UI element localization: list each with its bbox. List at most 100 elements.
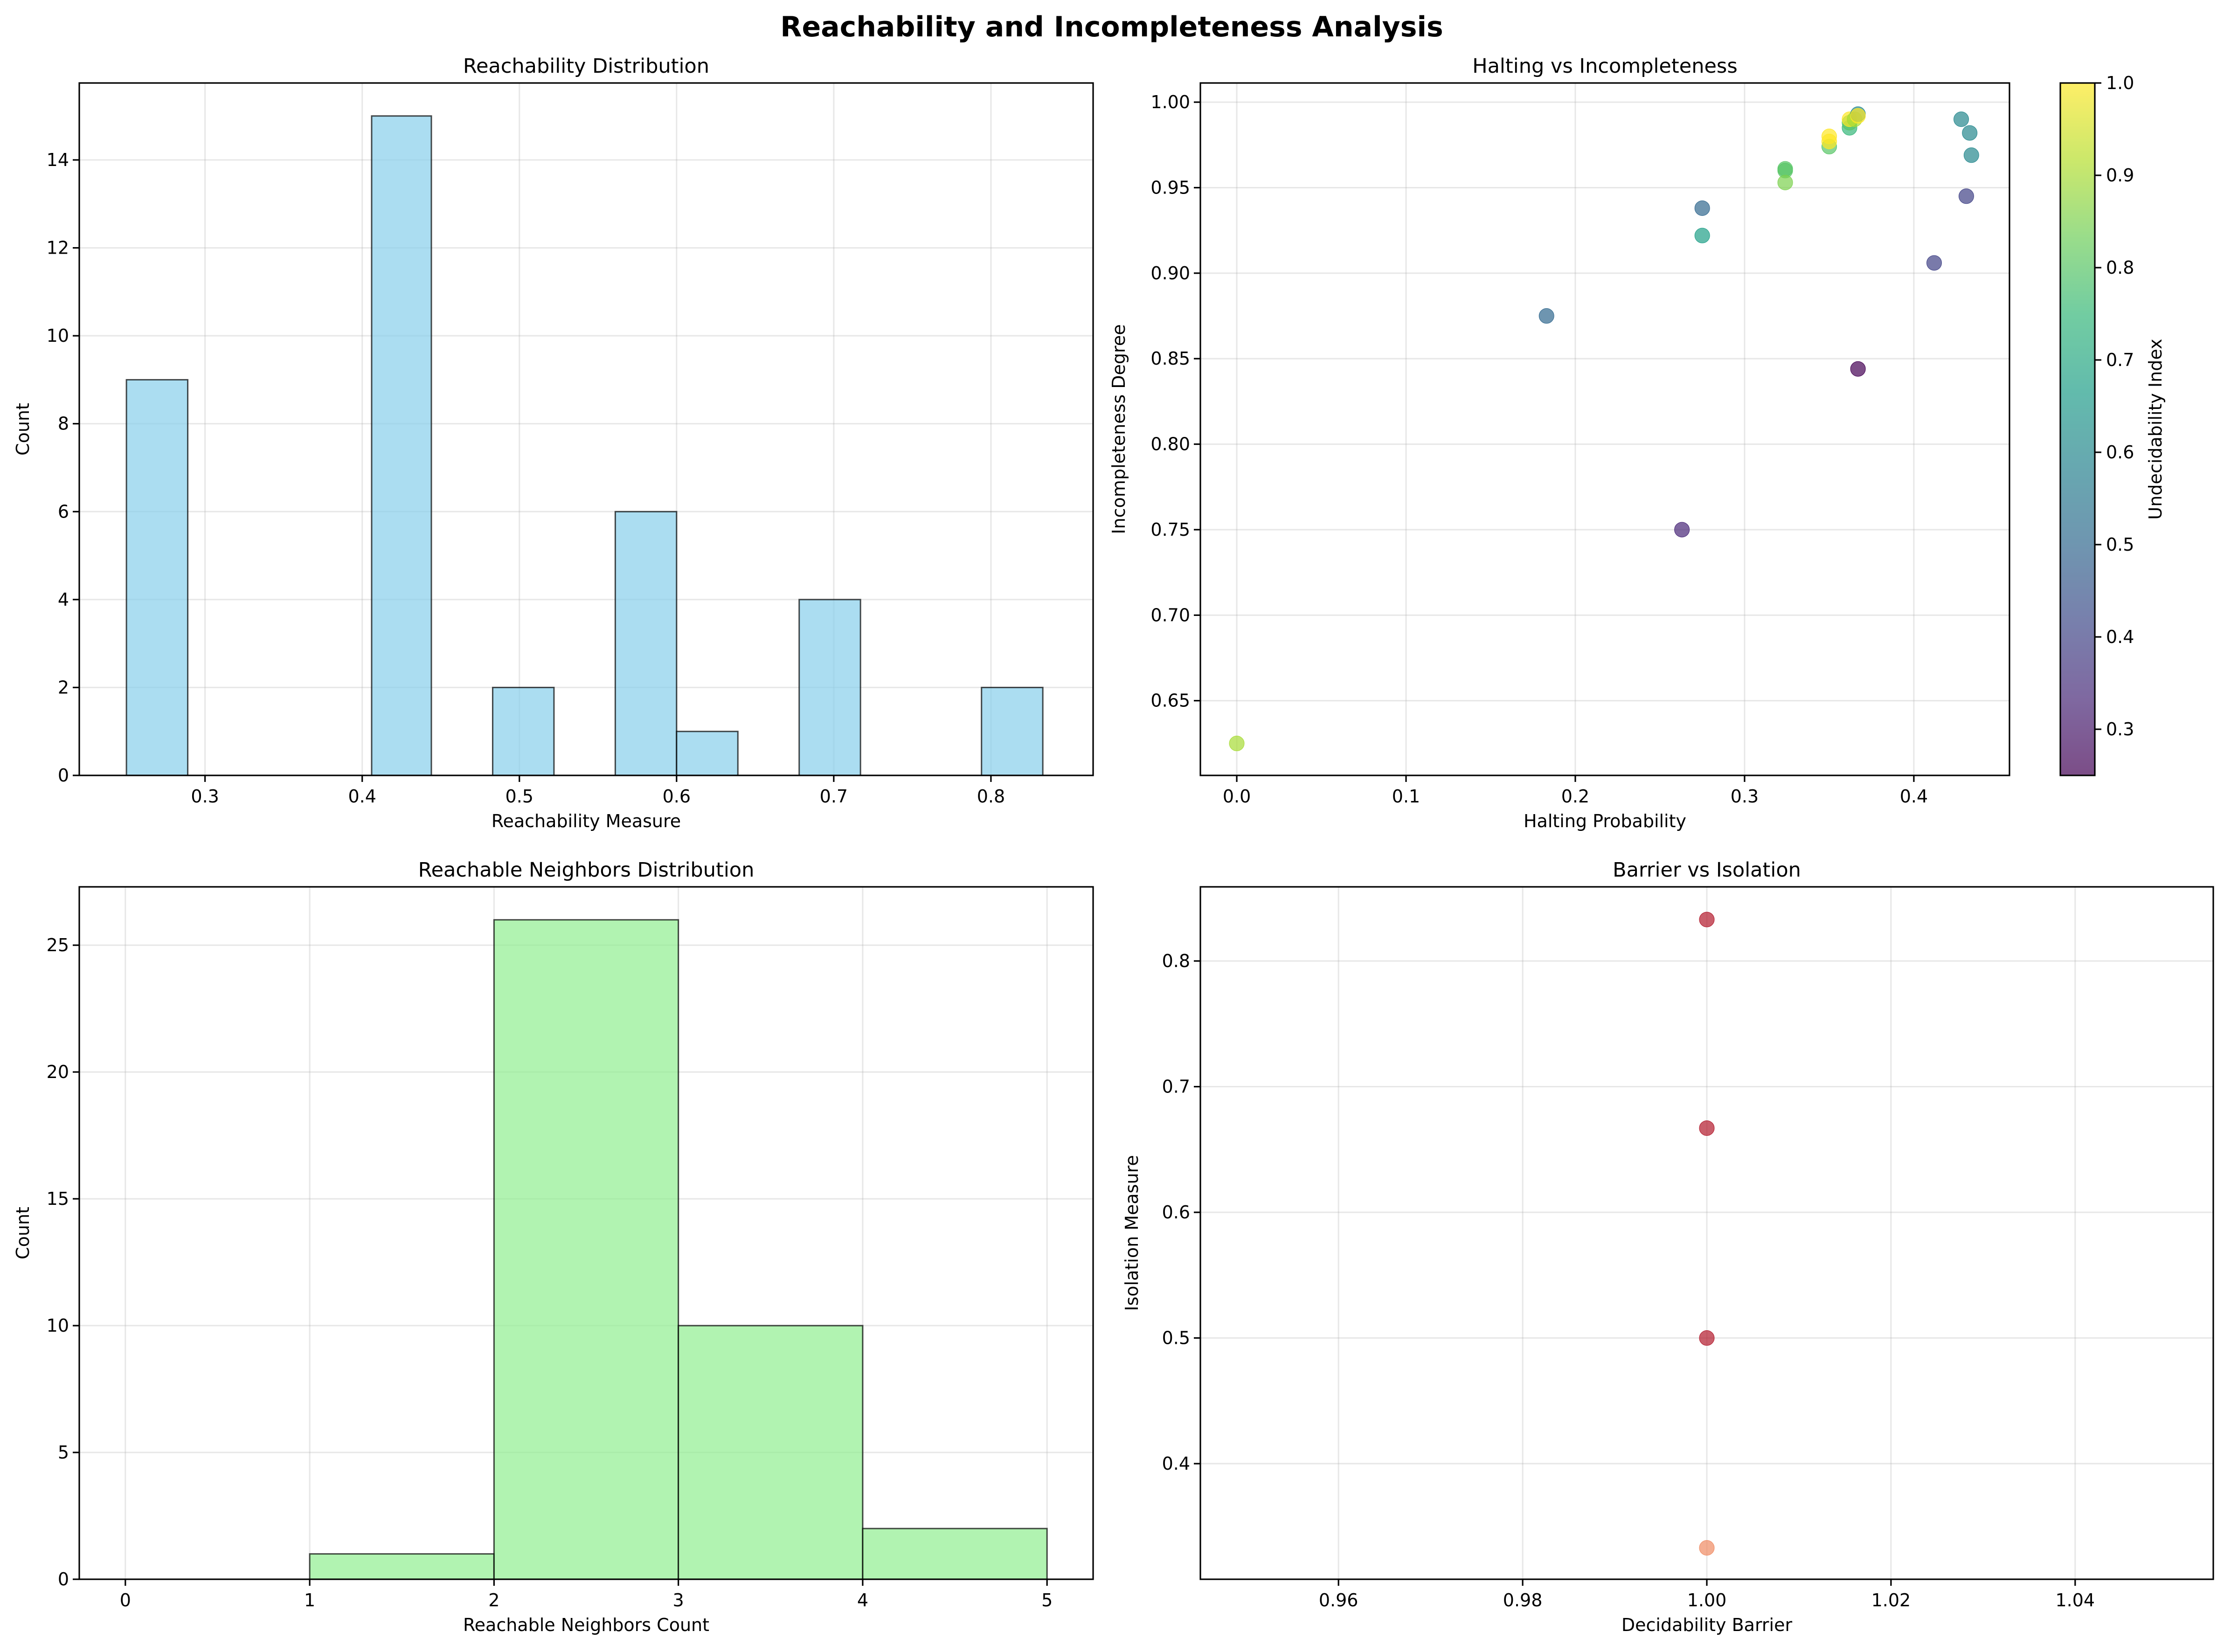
figure-title: Reachability and Incompleteness Analysis [780,11,1443,43]
y-tick-label: 5 [58,1442,69,1463]
scatter-point [1954,111,1969,127]
x-tick-label: 4 [857,1590,868,1611]
x-axis-label: Decidability Barrier [1621,1615,1793,1635]
histogram-bar [981,686,1044,776]
histogram-bar [125,379,189,776]
panel-title: Barrier vs Isolation [1613,858,1801,882]
y-tick-label: 10 [47,325,69,346]
x-tick-label: 0.4 [1900,786,1928,807]
colorbar-tick-label: 0.4 [2106,627,2134,647]
y-tick-label: 0.80 [1150,434,1190,455]
y-tick-label: 0.6 [1162,1202,1190,1223]
panel-reach_hist: 0.3 0.4 0.5 0.6 0.7 0.8 0 2 4 6 8 10 12 14 Reachabilit… [13,55,1094,831]
x-tick-label: 2 [488,1590,499,1611]
colorbar-tick-label: 1.0 [2106,73,2134,93]
histogram-bar [371,115,432,776]
x-tick-label: 0.8 [977,786,1005,807]
y-tick-label: 20 [47,1062,69,1082]
x-tick-label: 0.3 [191,786,219,807]
y-axis-label: Count [13,1207,33,1259]
histogram-bar [492,686,555,776]
panel-title: Reachable Neighbors Distribution [418,858,755,882]
axes-frame [1199,82,2010,776]
y-tick-label: 0.7 [1162,1077,1190,1097]
histogram-bar [676,731,739,776]
y-tick-label: 0.75 [1150,519,1190,540]
panel-title: Halting vs Incompleteness [1472,55,1737,78]
x-tick-label: 0.5 [506,786,533,807]
y-tick-label: 0.85 [1150,348,1190,369]
x-tick-label: 1.04 [2056,1590,2095,1611]
histogram-bar [614,511,678,776]
x-tick-label: 0.4 [348,786,376,807]
scatter-point [1962,125,1978,141]
panel-barrier_scatter: 0.96 0.98 1.00 1.02 1.04 0.4 0.5 0.6 0.7 0.8 Barri… [1122,858,2214,1635]
y-axis-label: Incompleteness Degree [1109,324,1129,534]
scatter-point [1674,522,1690,538]
panel-title: Reachability Distribution [463,55,709,78]
scatter-point [1821,128,1837,144]
colorbar [2059,82,2096,776]
scatter-point [1850,108,1866,124]
panel-halting_scatter: 0.0 0.1 0.2 0.3 0.4 0.65 0.70 0.75 0.80 0.85 0.90 0… [1109,55,2166,831]
scatter-point [1926,255,1942,271]
x-axis-label: Reachable Neighbors Count [463,1615,709,1635]
x-tick-label: 3 [673,1590,684,1611]
y-tick-label: 1.00 [1150,92,1190,112]
x-tick-label: 1.00 [1687,1590,1727,1611]
x-tick-label: 1 [304,1590,315,1611]
y-tick-label: 0.4 [1162,1453,1190,1474]
y-tick-label: 0.5 [1162,1328,1190,1348]
y-tick-label: 0 [58,1569,69,1590]
colorbar-tick-label: 0.7 [2106,350,2134,370]
y-tick-label: 6 [58,501,69,522]
histogram-bar [678,1325,864,1580]
y-tick-label: 14 [47,150,69,170]
x-tick-label: 0.96 [1319,1590,1358,1611]
x-tick-label: 0.6 [663,786,691,807]
y-tick-label: 10 [47,1315,69,1336]
scatter-point [1699,1120,1715,1136]
histogram-bar [862,1528,1048,1580]
colorbar-tick-label: 0.3 [2106,719,2134,740]
y-tick-label: 0.65 [1150,691,1190,711]
histogram-bar [493,919,679,1580]
scatter-point [1850,361,1866,377]
colorbar-label: Undecidability Index [2145,339,2166,519]
x-tick-label: 0.2 [1561,786,1589,807]
histogram-bar [309,1553,495,1580]
y-tick-label: 0.8 [1162,951,1190,971]
y-axis-label: Isolation Measure [1122,1155,1142,1311]
scatter-point [1694,200,1710,216]
y-tick-label: 4 [58,589,69,610]
panel-neighbors_hist: 0 1 2 3 4 5 0 5 10 15 20 25 Reachable Neighbors Dist… [13,858,1094,1635]
axes-frame [78,886,1094,1580]
y-axis-label: Count [13,403,33,456]
x-axis-label: Halting Probability [1524,811,1686,831]
y-tick-label: 25 [47,935,69,955]
x-tick-label: 0.3 [1731,786,1759,807]
scatter-point [1699,1540,1715,1556]
x-tick-label: 0.0 [1223,786,1251,807]
y-tick-label: 8 [58,414,69,434]
y-tick-label: 12 [47,238,69,258]
x-axis-label: Reachability Measure [492,811,681,831]
y-tick-label: 0.95 [1150,177,1190,198]
y-tick-label: 15 [47,1189,69,1209]
colorbar-tick-label: 0.8 [2106,257,2134,278]
scatter-point [1699,912,1715,927]
x-tick-label: 0.7 [820,786,848,807]
axes-frame [78,82,1094,776]
x-tick-label: 0.98 [1503,1590,1543,1611]
histogram-bar [798,599,861,776]
x-tick-label: 5 [1041,1590,1053,1611]
colorbar-tick-label: 0.5 [2106,534,2134,555]
colorbar-tick-label: 0.9 [2106,165,2134,186]
scatter-point [1963,147,1979,163]
x-tick-label: 0 [120,1590,131,1611]
x-tick-label: 0.1 [1392,786,1420,807]
scatter-point [1694,228,1710,243]
scatter-point [1958,188,1974,204]
y-tick-label: 2 [58,677,69,698]
